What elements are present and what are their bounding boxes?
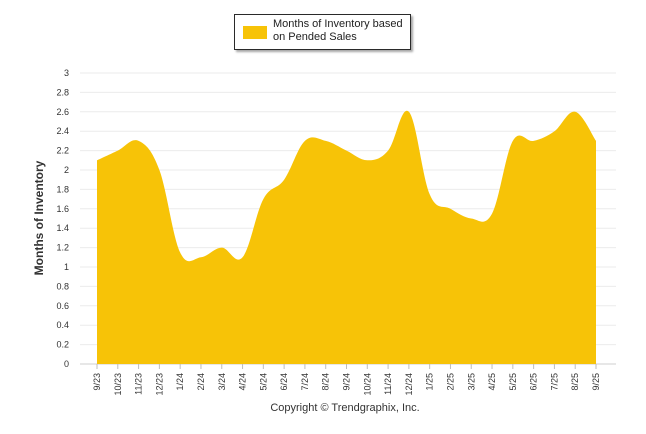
y-tick-label: 2.4 — [56, 126, 69, 136]
legend-swatch — [243, 26, 267, 39]
x-tick-label: 9/25 — [591, 373, 601, 391]
legend: Months of Inventory based on Pended Sale… — [234, 14, 411, 50]
y-tick-label: 1.4 — [56, 223, 69, 233]
y-tick-label: 1.8 — [56, 184, 69, 194]
x-tick-label: 5/25 — [508, 373, 518, 391]
x-tick-label: 7/24 — [300, 373, 310, 391]
x-axis-ticks — [96, 364, 597, 369]
x-tick-label: 2/25 — [445, 373, 455, 391]
x-tick-label: 6/24 — [279, 373, 289, 391]
copyright-text: Copyright © Trendgraphix, Inc. — [270, 402, 420, 414]
x-tick-label: 8/24 — [321, 373, 331, 391]
x-tick-label: 9/23 — [92, 373, 102, 391]
y-tick-label: 0.2 — [56, 340, 69, 350]
x-tick-label: 2/24 — [196, 373, 206, 391]
x-tick-label: 5/24 — [258, 373, 268, 391]
x-tick-label: 3/25 — [466, 373, 476, 391]
x-tick-label: 6/25 — [529, 373, 539, 391]
legend-label-line1: Months of Inventory based — [273, 18, 403, 30]
x-tick-label: 7/25 — [549, 373, 559, 391]
y-tick-label: 0.8 — [56, 281, 69, 291]
x-tick-label: 9/24 — [342, 373, 352, 391]
x-tick-label: 12/24 — [404, 373, 414, 396]
y-tick-label: 2.2 — [56, 146, 69, 156]
y-tick-label: 3 — [64, 68, 69, 78]
y-axis-title: Months of Inventory — [32, 160, 46, 275]
x-tick-label: 12/23 — [154, 373, 164, 396]
x-tick-label: 11/23 — [134, 373, 144, 395]
y-tick-label: 2.8 — [56, 87, 69, 97]
y-tick-label: 0 — [64, 359, 69, 369]
x-axis-labels: 9/23 10/23 11/23 12/23 1/24 2/24 3/24 4/24 5/24 6… — [92, 373, 601, 396]
area-series-months-of-inventory — [97, 110, 596, 364]
y-tick-label: 1 — [64, 262, 69, 272]
x-tick-label: 10/24 — [362, 373, 372, 396]
y-tick-label: 0.6 — [56, 301, 69, 311]
y-tick-label: 1.6 — [56, 204, 69, 214]
x-tick-label: 8/25 — [570, 373, 580, 391]
y-axis-labels: 0 0.2 0.4 0.6 0.8 1 1.2 1.4 1.6 1.8 2 2.2 2.4 2.6 2.8 3 — [56, 68, 69, 369]
x-tick-label: 4/24 — [238, 373, 248, 391]
legend-label: Months of Inventory based on Pended Sale… — [273, 18, 409, 44]
x-tick-label: 1/25 — [425, 373, 435, 391]
x-tick-label: 3/24 — [217, 373, 227, 391]
x-tick-label: 1/24 — [175, 373, 185, 391]
x-tick-label: 4/25 — [487, 373, 497, 391]
x-tick-label: 11/24 — [383, 373, 393, 395]
y-tick-label: 0.4 — [56, 320, 69, 330]
y-tick-label: 1.2 — [56, 243, 69, 253]
x-tick-label: 10/23 — [113, 373, 123, 396]
legend-label-line2: on Pended Sales — [273, 31, 357, 43]
y-tick-label: 2 — [64, 165, 69, 175]
y-tick-label: 2.6 — [56, 107, 69, 117]
